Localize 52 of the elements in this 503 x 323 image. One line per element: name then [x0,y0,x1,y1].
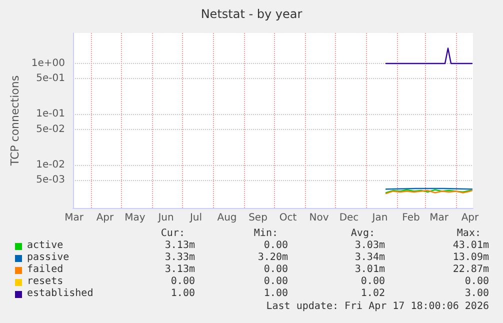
x-tick-label: Apr [461,212,480,224]
y-tick-label: 1e+00 [31,58,65,69]
legend-label: passive [27,252,70,263]
legend-label: failed [27,264,64,275]
text: 1.00 [170,288,195,299]
text: 0.00 [360,276,385,287]
text: 3.34m [354,252,385,263]
text: 1.00 [264,288,288,299]
x-tick-label: Jul [188,212,202,224]
chart-title: Netstat - by year [200,7,302,21]
x-tick-label: Nov [309,212,329,224]
text: 3.00 [464,288,489,299]
text: 3.13m [164,240,195,251]
text: 0.00 [264,276,288,287]
text: 3.01m [354,264,385,275]
x-tick-label: Mar [64,212,84,224]
text: 43.01m [452,240,489,251]
x-tick-label: Feb [402,212,420,224]
text: 3.20m [258,252,288,263]
text: 0.00 [264,240,288,251]
x-tick-label: Aug [217,212,237,224]
y-tick-label: 1e-02 [36,159,65,170]
text: 1.02 [360,288,385,299]
x-tick-label: Jan [371,212,388,224]
x-tick-label: Jun [157,212,174,224]
x-tick-label: Apr [96,212,115,224]
text: Avg: [350,228,375,239]
text: 0.00 [264,264,288,275]
legend-label: resets [27,276,64,287]
text: 22.87m [452,264,489,275]
text: Last update: Fri Apr 17 18:00:06 2026 [266,301,489,312]
y-tick-label: 1e-01 [36,108,65,120]
text: 3.13m [164,264,195,275]
y-axis-title: TCP connections [8,75,22,167]
text: Min: [254,228,278,239]
x-tick-label: Mar [430,212,450,224]
x-tick-label: Dec [339,212,359,224]
y-tick-label: 5e-01 [36,73,65,84]
y-tick-label: 5e-02 [36,124,65,135]
text: 3.03m [354,240,385,251]
x-tick-label: May [124,212,146,224]
x-tick-label: Sep [248,212,268,224]
legend-label: established [27,288,94,299]
text: 0.00 [464,276,489,287]
text: 3.33m [164,252,195,263]
text: 0.00 [170,276,195,287]
y-tick-label: 5e-03 [36,174,65,186]
x-tick-label: Oct [279,212,297,224]
text: Max: [456,228,481,239]
text: 13.09m [452,252,489,263]
text: Cur: [160,228,185,239]
legend-label: active [27,240,64,251]
